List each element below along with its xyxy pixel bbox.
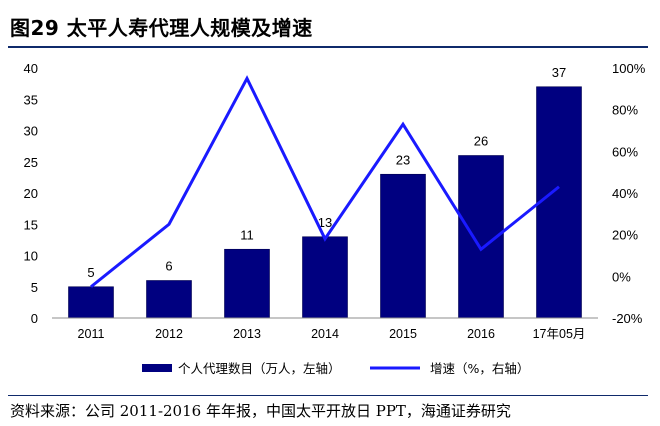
- bar: [380, 173, 426, 319]
- legend: 个人代理数目（万人，左轴） 增速（%，右轴）: [142, 361, 529, 376]
- bar-data-labels: 5 6 11 13 23 26 37: [87, 65, 566, 280]
- right-axis-tick-label: 0%: [612, 269, 631, 284]
- bar-data-label: 26: [474, 134, 488, 149]
- category-label: 2016: [467, 327, 495, 341]
- growth-line: [90, 75, 560, 288]
- right-axis-tick-label: 80%: [612, 103, 638, 118]
- title-bar: 图29 太平人寿代理人规模及增速: [8, 6, 648, 48]
- right-axis-tick-label: 60%: [612, 144, 638, 159]
- source-note: 资料来源：公司 2011-2016 年年报，中国太平开放日 PPT，海通证券研究: [10, 402, 511, 420]
- legend-line-label: 增速（%，右轴）: [430, 361, 529, 376]
- left-axis-tick-label: 30: [24, 124, 38, 139]
- left-axis-tick-label: 25: [24, 155, 38, 170]
- bar-data-label: 5: [87, 265, 94, 280]
- category-label: 2015: [389, 327, 417, 341]
- bar-data-label: 23: [396, 152, 410, 167]
- left-axis-tick-label: 20: [24, 186, 38, 201]
- bar-data-label: 37: [552, 65, 566, 80]
- left-axis: 0 5 10 15 20 25 30 35 40: [24, 61, 38, 326]
- bar: [302, 236, 348, 319]
- right-axis-tick-label: 100%: [612, 61, 646, 76]
- left-axis-tick-label: 10: [24, 249, 38, 264]
- right-axis-tick-label: -20%: [612, 311, 643, 326]
- category-label: 2013: [233, 327, 261, 341]
- left-axis-tick-label: 5: [31, 280, 38, 295]
- left-axis-tick-label: 15: [24, 217, 38, 232]
- right-axis-tick-label: 20%: [612, 228, 638, 243]
- category-label: 2014: [311, 327, 339, 341]
- legend-bar-label: 个人代理数目（万人，左轴）: [178, 361, 341, 376]
- bar-data-label: 11: [240, 227, 254, 242]
- left-axis-tick-label: 0: [31, 311, 38, 326]
- bar-series: [68, 86, 582, 319]
- category-label: 17年05月: [533, 327, 586, 341]
- category-axis: 2011 2012 2013 2014 2015 2016 17年05月: [78, 327, 586, 341]
- legend-bar-swatch: [142, 364, 172, 372]
- right-axis: -20% 0% 20% 40% 60% 80% 100%: [612, 61, 646, 326]
- bar: [224, 248, 270, 319]
- bar-data-label: 13: [318, 215, 332, 230]
- figure-title: 图29 太平人寿代理人规模及增速: [10, 16, 313, 40]
- category-label: 2011: [78, 327, 105, 341]
- bar: [146, 280, 192, 319]
- left-axis-tick-label: 40: [24, 61, 38, 76]
- bar: [536, 86, 582, 319]
- left-axis-tick-label: 35: [24, 92, 38, 107]
- bar: [68, 286, 114, 319]
- source-bar: 资料来源：公司 2011-2016 年年报，中国太平开放日 PPT，海通证券研究: [8, 395, 648, 424]
- category-label: 2012: [155, 327, 183, 341]
- right-axis-tick-label: 40%: [612, 186, 638, 201]
- bar-data-label: 6: [165, 259, 172, 274]
